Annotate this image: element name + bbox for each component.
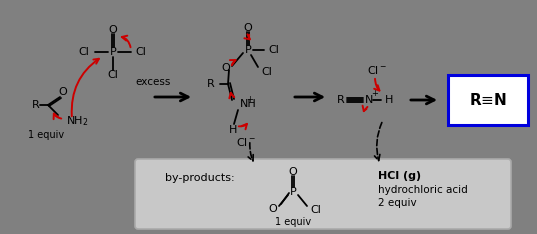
Text: H: H <box>229 125 237 135</box>
Text: O: O <box>221 63 230 73</box>
Text: R$≡$N: R$≡$N <box>469 92 507 108</box>
Text: NH: NH <box>240 99 257 109</box>
Text: 2 equiv: 2 equiv <box>378 198 417 208</box>
Text: P: P <box>110 47 117 57</box>
Text: Cl$^-$: Cl$^-$ <box>236 136 256 148</box>
Text: Cl: Cl <box>78 47 89 57</box>
Text: excess: excess <box>135 77 170 87</box>
Text: R: R <box>32 100 40 110</box>
Text: Cl$^-$: Cl$^-$ <box>367 64 387 76</box>
Text: +: + <box>372 89 379 99</box>
FancyBboxPatch shape <box>135 159 511 229</box>
Text: NH$_2$: NH$_2$ <box>66 114 89 128</box>
Text: O: O <box>268 204 277 214</box>
Text: 1 equiv: 1 equiv <box>28 130 64 140</box>
Text: by-products:: by-products: <box>165 173 235 183</box>
Text: HCl (g): HCl (g) <box>378 171 421 181</box>
Text: hydrochloric acid: hydrochloric acid <box>378 185 468 195</box>
Text: P: P <box>289 187 296 197</box>
Text: +: + <box>246 95 253 103</box>
Text: O: O <box>108 25 118 35</box>
Text: 1 equiv: 1 equiv <box>275 217 311 227</box>
Text: Cl: Cl <box>310 205 321 215</box>
Text: O: O <box>244 23 252 33</box>
Text: Cl: Cl <box>107 70 119 80</box>
Text: R: R <box>337 95 345 105</box>
Text: H: H <box>385 95 394 105</box>
Text: Cl: Cl <box>268 45 279 55</box>
Text: O: O <box>288 167 297 177</box>
Text: N: N <box>365 95 373 105</box>
Text: O: O <box>59 87 67 97</box>
Text: R: R <box>207 79 215 89</box>
FancyBboxPatch shape <box>448 75 528 125</box>
Text: P: P <box>245 45 251 55</box>
Text: Cl: Cl <box>261 67 272 77</box>
Text: Cl: Cl <box>135 47 146 57</box>
